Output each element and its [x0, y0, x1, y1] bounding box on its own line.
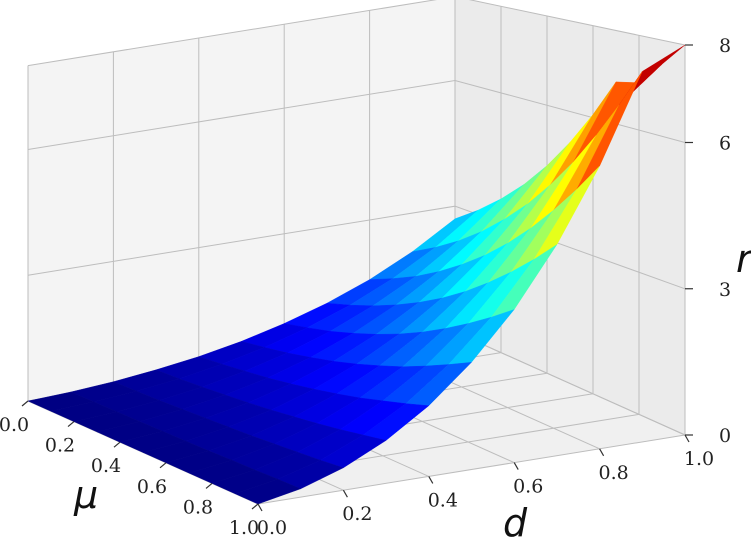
- surface-cell-9-0: [234, 478, 302, 505]
- y-tick-label-2: 0.4: [91, 455, 121, 477]
- z-grid-1: [27, 205, 686, 290]
- x-axis-label: d: [503, 501, 528, 545]
- z-tick-label-2: 6: [719, 133, 731, 155]
- y-tick-mark-5: [251, 503, 259, 510]
- x-tick-label-2: 0.4: [428, 489, 458, 511]
- x-tick-mark-1: [342, 489, 348, 498]
- x-tick-mark-0: [257, 503, 263, 512]
- axis-labels: d μ r: [73, 237, 751, 545]
- y-tick-label-3: 0.6: [137, 476, 167, 498]
- y-tick-mark-2: [113, 441, 121, 448]
- x-tick-label-0: 0.0: [257, 517, 287, 539]
- x-tick-label-1: 0.2: [342, 503, 372, 525]
- floor-grid-mu-5: [257, 434, 686, 505]
- y-tick-label-5: 1.0: [229, 517, 259, 539]
- x-tick-label-5: 1.0: [684, 448, 714, 470]
- y-tick-mark-1: [67, 421, 75, 428]
- x-tick-mark-4: [599, 448, 605, 457]
- x-tick-label-3: 0.6: [513, 476, 543, 498]
- y-tick-mark-0: [21, 400, 29, 407]
- x-tick-mark-5: [684, 434, 690, 443]
- z-tick-label-0: 0: [719, 425, 731, 447]
- surface-plot: [27, 44, 686, 505]
- x-tick-mark-2: [428, 476, 434, 484]
- x-tick-label-4: 0.8: [598, 462, 628, 484]
- z-tick-label-3: 8: [719, 35, 731, 57]
- y-tick-label-1: 0.2: [45, 435, 75, 457]
- x-tick-mark-3: [513, 462, 519, 470]
- y-tick-mark-3: [159, 462, 167, 469]
- y-tick-label-4: 0.8: [183, 496, 213, 518]
- z-tick-label-1: 3: [719, 279, 731, 301]
- z-grid-3: [27, 0, 686, 67]
- y-tick-mark-4: [205, 482, 213, 489]
- z-axis-label: r: [736, 237, 751, 281]
- y-tick-label-0: 0.0: [0, 414, 29, 436]
- y-axis-label: μ: [73, 473, 98, 517]
